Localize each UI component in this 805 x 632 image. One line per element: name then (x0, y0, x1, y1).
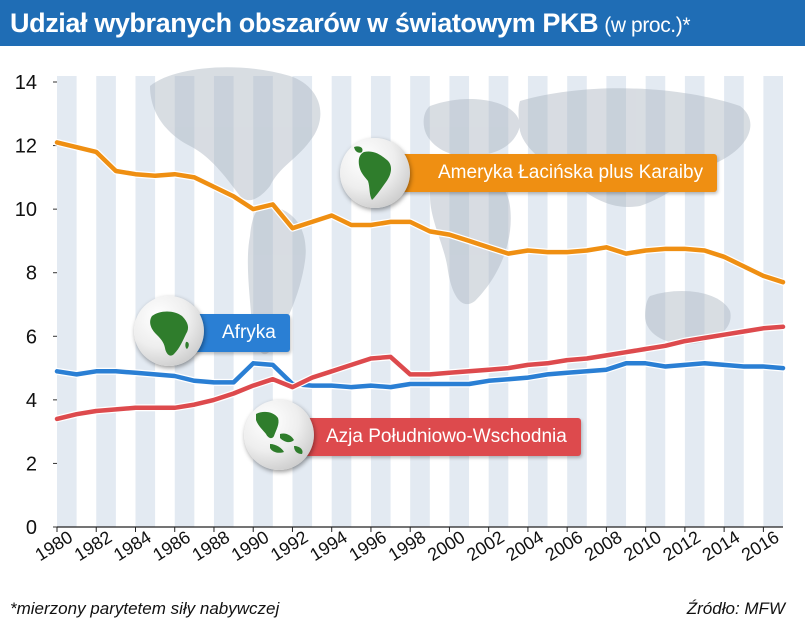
band-1998 (410, 76, 430, 527)
x-tick-label: 1992 (267, 527, 312, 565)
footnote: *mierzony parytetem siły nabywczej (10, 599, 280, 618)
band-1982 (96, 76, 116, 527)
x-tick-label: 1998 (385, 527, 430, 565)
legend-latam: Ameryka Łacińska plus Karaiby (372, 154, 718, 192)
x-tick-label: 1994 (306, 527, 351, 565)
y-tick-label: 0 (26, 517, 37, 539)
x-tick-label: 2006 (542, 527, 587, 565)
x-tick-label: 2010 (620, 527, 665, 565)
x-tick-label: 2014 (699, 527, 744, 565)
x-tick-label: 2008 (581, 527, 626, 565)
x-tick-label: 1982 (71, 527, 116, 565)
band-2016 (763, 76, 783, 527)
x-tick-label: 2000 (424, 527, 469, 565)
band-1984 (135, 76, 156, 527)
x-tick-label: 2012 (659, 527, 704, 565)
y-tick-label: 8 (26, 263, 37, 285)
y-tick-label: 4 (26, 390, 37, 412)
source-note: Źródło: MFW (686, 599, 785, 618)
x-tick-label: 1988 (189, 527, 234, 565)
south-america-globe-icon (340, 138, 410, 208)
legend-africa-label: Afryka (222, 322, 276, 343)
x-tick-label: 1996 (345, 527, 390, 565)
x-tick-label: 2004 (502, 527, 547, 565)
series-0-line (54, 140, 786, 285)
southeast-asia-globe-icon (244, 400, 314, 470)
series-lines (53, 138, 787, 423)
chart-title: Udział wybranych obszarów w światowym PK… (10, 8, 599, 38)
series-1-line (54, 361, 786, 390)
header-bar: Udział wybranych obszarów w światowym PK… (0, 0, 805, 46)
series-2-line (54, 324, 786, 422)
legend-asia-label: Azja Południowo-Wschodnia (326, 426, 567, 447)
chart-area: 0 2 4 6 8 10 12 14 1980 1982 1984 1986 1988 1990 1992… (0, 46, 805, 594)
chart-title-unit: (w proc.)* (604, 14, 691, 37)
legend-asia: Azja Południowo-Wschodnia (260, 418, 581, 456)
africa-globe-icon (134, 296, 204, 366)
x-tick-label: 1986 (149, 527, 194, 565)
x-axis: 1980198219841986198819901992199419961998… (32, 526, 783, 565)
y-tick-label: 14 (15, 72, 37, 94)
chart-title-line: Udział wybranych obszarów w światowym PK… (10, 8, 691, 39)
band-2014 (724, 76, 744, 527)
y-tick-label: 12 (15, 136, 37, 158)
y-tick-label: 6 (26, 326, 37, 348)
y-tick-label: 10 (15, 199, 37, 221)
x-tick-label: 2002 (463, 527, 508, 565)
legend-latam-label: Ameryka Łacińska plus Karaiby (438, 162, 704, 183)
x-tick-label: 1980 (32, 527, 77, 565)
line-chart: 0 2 4 6 8 10 12 14 1980198219841986198819901992… (15, 67, 787, 565)
y-axis: 0 2 4 6 8 10 12 14 (15, 72, 57, 539)
y-tick-label: 2 (26, 453, 37, 475)
x-tick-label: 1984 (110, 527, 155, 565)
x-tick-label: 1990 (228, 527, 273, 565)
x-tick-label: 2016 (738, 527, 783, 565)
